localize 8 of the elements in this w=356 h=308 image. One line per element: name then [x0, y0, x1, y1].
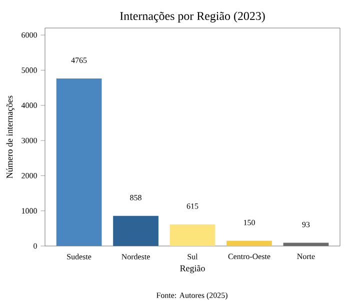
chart-title: Internações por Região (2023) [120, 12, 265, 23]
bar [226, 240, 272, 246]
bar [283, 242, 329, 246]
bar [56, 78, 102, 246]
x-axis-title: Região [180, 265, 205, 274]
bar [113, 216, 158, 246]
y-axis-title: Número de internações [6, 96, 14, 178]
bar [170, 224, 216, 246]
